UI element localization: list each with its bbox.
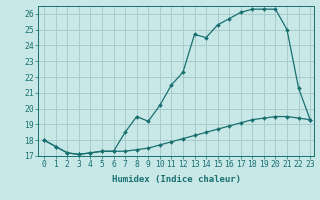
X-axis label: Humidex (Indice chaleur): Humidex (Indice chaleur) [111, 175, 241, 184]
